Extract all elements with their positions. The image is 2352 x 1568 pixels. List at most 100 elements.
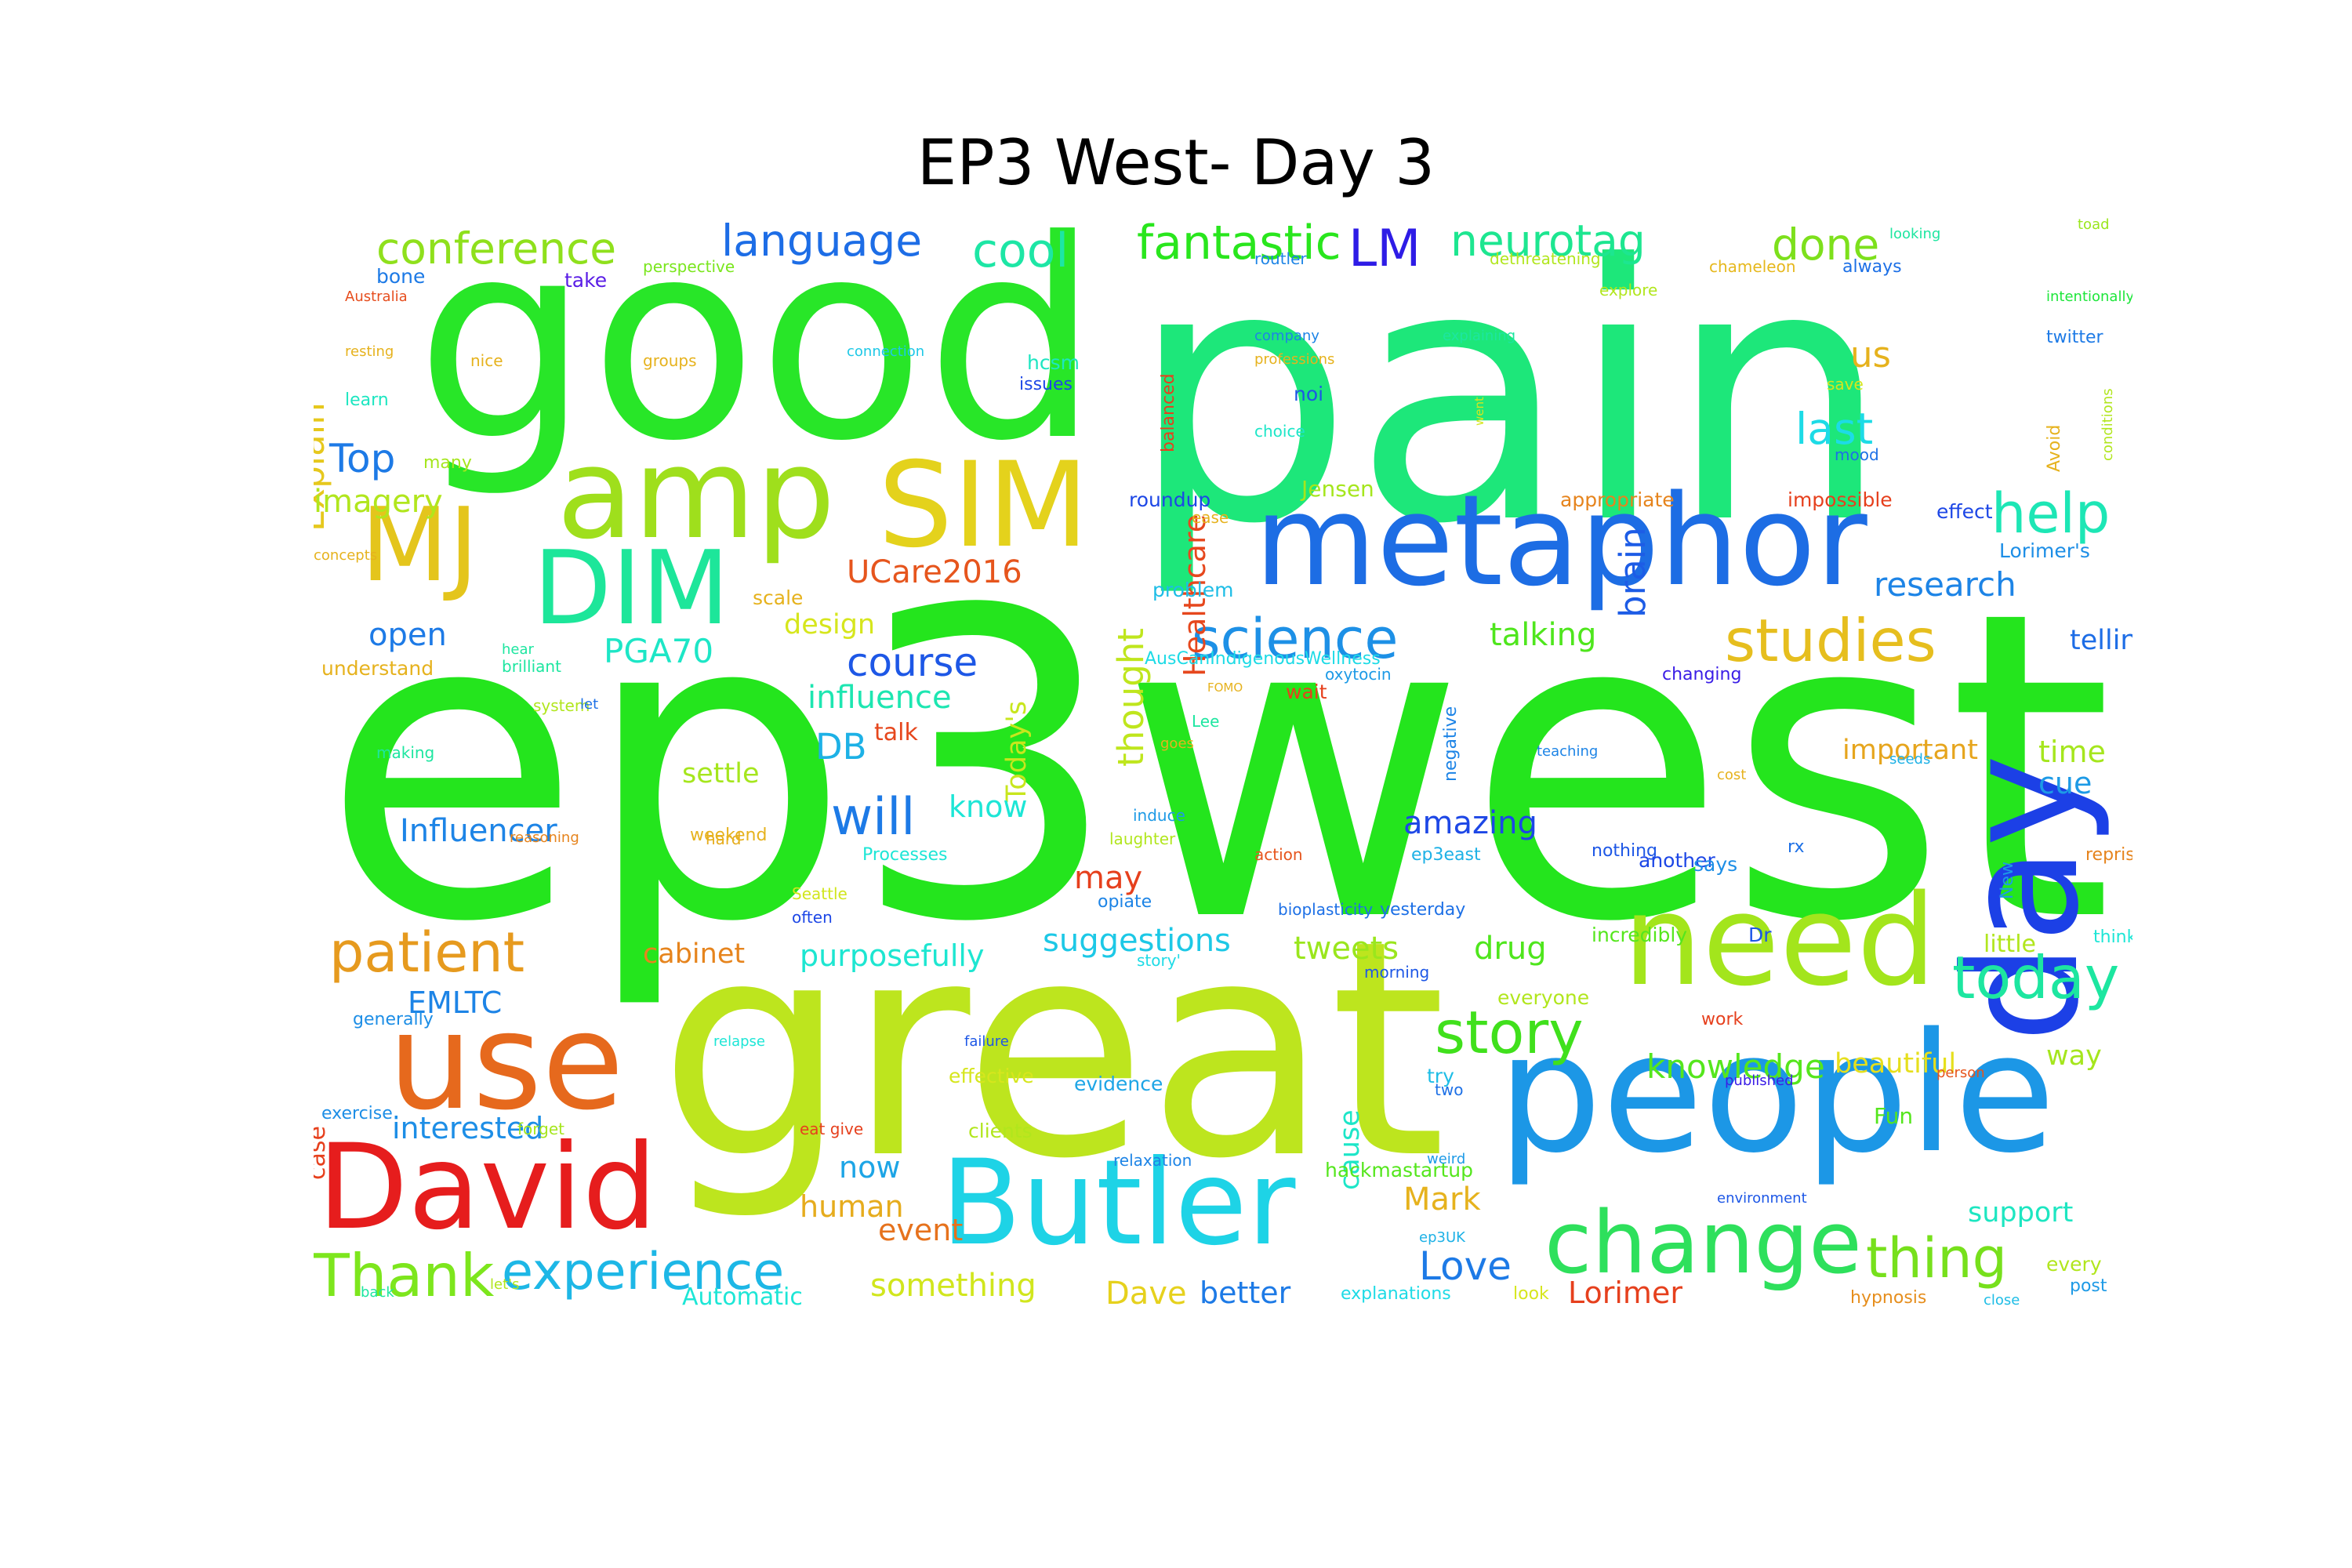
cloud-word: scale bbox=[753, 586, 804, 609]
cloud-word: opiate bbox=[1098, 892, 1152, 912]
cloud-word: now bbox=[839, 1150, 901, 1185]
cloud-word: intentionally bbox=[2046, 289, 2132, 305]
cloud-word: work bbox=[1701, 1010, 1744, 1029]
cloud-word: Automatic bbox=[682, 1283, 803, 1309]
cloud-word: explore bbox=[1599, 281, 1658, 299]
cloud-word: perspective bbox=[643, 257, 735, 276]
cloud-word: experience bbox=[502, 1243, 785, 1301]
cloud-word: MJ bbox=[361, 485, 479, 604]
cloud-word: resting bbox=[345, 343, 394, 360]
cloud-word: DB bbox=[815, 726, 867, 768]
cloud-word: reasoning bbox=[510, 829, 579, 846]
cloud-word: induce bbox=[1133, 806, 1185, 825]
cloud-word: hard bbox=[706, 829, 742, 848]
cloud-word: forget bbox=[517, 1120, 564, 1138]
cloud-word: concepts bbox=[314, 547, 378, 564]
cloud-word: understand bbox=[321, 657, 434, 680]
cloud-word: goes bbox=[1160, 735, 1194, 752]
cloud-word: interested bbox=[392, 1111, 544, 1145]
cloud-word: done bbox=[1772, 220, 1880, 270]
cloud-word: appropriate bbox=[1560, 488, 1675, 511]
cloud-word: two bbox=[1435, 1080, 1464, 1099]
cloud-word: dethreatening bbox=[1490, 249, 1601, 268]
cloud-word: teaching bbox=[1537, 743, 1599, 760]
cloud-word: connection bbox=[847, 343, 925, 360]
cloud-word: environment bbox=[1717, 1190, 1807, 1207]
cloud-word: PGA70 bbox=[604, 632, 714, 670]
cloud-word: Butler bbox=[941, 1135, 1296, 1272]
cloud-word: explaining bbox=[1443, 328, 1516, 344]
cloud-word: take bbox=[564, 269, 608, 292]
cloud-word: talk bbox=[874, 719, 918, 746]
cloud-word: everyone bbox=[1497, 986, 1590, 1009]
cloud-word: conditions bbox=[2100, 388, 2116, 461]
cloud-word: action bbox=[1254, 845, 1303, 864]
cloud-word: choice bbox=[1254, 422, 1305, 441]
cloud-word: failure bbox=[964, 1033, 1009, 1050]
cloud-word: learn bbox=[345, 390, 389, 410]
cloud-word: always bbox=[1842, 257, 1902, 277]
cloud-word: human bbox=[800, 1189, 904, 1224]
cloud-word: neurotag bbox=[1450, 216, 1646, 266]
cloud-word: Jensen bbox=[1301, 476, 1374, 502]
cloud-word: changing bbox=[1662, 665, 1742, 684]
cloud-word: telling bbox=[2070, 625, 2132, 656]
cloud-word: generally bbox=[353, 1010, 434, 1029]
cloud-word: mood bbox=[1835, 445, 1879, 464]
cloud-word: amp bbox=[557, 420, 836, 567]
cloud-word: better bbox=[1200, 1276, 1291, 1309]
cloud-word: language bbox=[721, 216, 923, 266]
cloud-word: says bbox=[1693, 853, 1738, 876]
cloud-word: FOMO bbox=[1207, 681, 1243, 695]
cloud-word: use bbox=[388, 985, 624, 1140]
cloud-word: support bbox=[1968, 1197, 2074, 1229]
cloud-word: great bbox=[659, 877, 1446, 1224]
cloud-word: let bbox=[580, 696, 599, 713]
cloud-word: wait bbox=[1286, 681, 1327, 703]
cloud-word: beautiful bbox=[1835, 1048, 1957, 1080]
cloud-word: event bbox=[878, 1213, 964, 1247]
cloud-word: Influencer bbox=[400, 813, 557, 849]
cloud-word: cue bbox=[2038, 766, 2092, 800]
cloud-word: brain bbox=[1612, 526, 1653, 618]
cloud-word: chameleon bbox=[1709, 257, 1796, 276]
cloud-word: rx bbox=[1788, 837, 1805, 857]
cloud-word: UCare2016 bbox=[847, 554, 1022, 590]
cloud-word: try bbox=[1427, 1065, 1454, 1087]
cloud-word: evidence bbox=[1074, 1073, 1163, 1095]
cloud-word: case bbox=[314, 1126, 331, 1180]
cloud-word: laughter bbox=[1109, 829, 1176, 848]
cloud-word: Seattle bbox=[792, 884, 848, 903]
cloud-word: story bbox=[1435, 998, 1584, 1067]
cloud-word: imagery bbox=[314, 484, 443, 520]
cloud-word: suggestions bbox=[1043, 923, 1231, 959]
cloud-word: hypnosis bbox=[1850, 1288, 1927, 1308]
cloud-word: cost bbox=[1717, 767, 1747, 783]
cloud-word: effective bbox=[949, 1065, 1034, 1087]
cloud-word: routler bbox=[1254, 249, 1307, 268]
cloud-word: story' bbox=[1137, 951, 1181, 970]
cloud-word: may bbox=[1074, 860, 1143, 896]
cloud-word: clients bbox=[968, 1120, 1033, 1142]
cloud-word: hcsm bbox=[1027, 351, 1080, 374]
cloud-word: Lee bbox=[1192, 712, 1220, 731]
cloud-word: brilliant bbox=[502, 657, 561, 676]
cloud-word: patient bbox=[329, 920, 525, 985]
cloud-word: Fun bbox=[1874, 1103, 1914, 1129]
cloud-word: thing bbox=[1866, 1226, 2008, 1290]
cloud-word: hear bbox=[502, 641, 534, 658]
cloud-word: people bbox=[1497, 997, 2056, 1189]
cloud-word: DIM bbox=[533, 528, 730, 648]
cloud-word: Thank bbox=[314, 1241, 495, 1309]
cloud-word: eat give bbox=[800, 1120, 864, 1138]
cloud-word: effect bbox=[1936, 500, 1993, 523]
cloud-word: close bbox=[1984, 1292, 2020, 1308]
cloud-word: hackmastartup bbox=[1325, 1159, 1474, 1181]
cloud-word: ep3UK bbox=[1419, 1229, 1465, 1246]
cloud-word: nice bbox=[470, 351, 503, 370]
cloud-word: open bbox=[368, 617, 447, 653]
cloud-word: let's bbox=[490, 1276, 520, 1293]
cloud-word: help bbox=[1991, 481, 2111, 546]
cloud-word: will bbox=[831, 788, 916, 847]
cloud-word: studies bbox=[1725, 606, 1936, 675]
